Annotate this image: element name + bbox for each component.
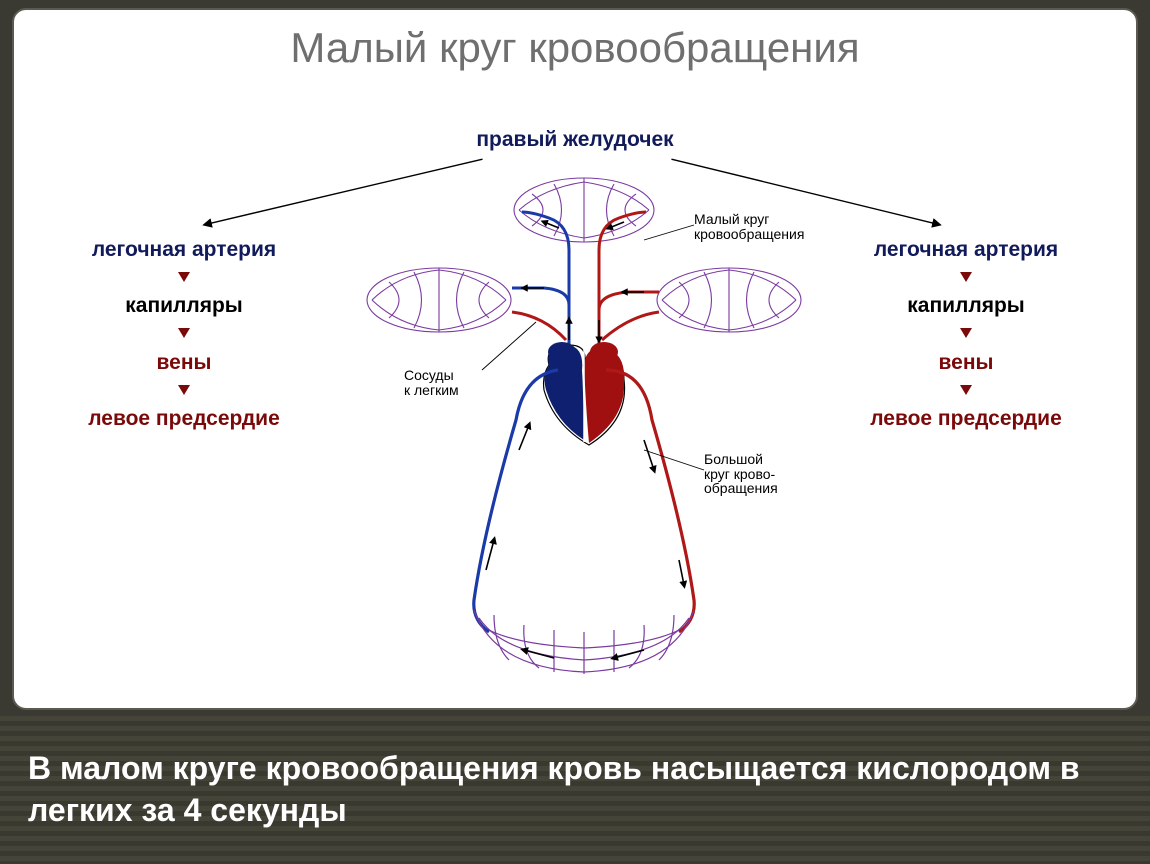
list-item: легочная артерия <box>54 238 314 262</box>
inner-label-big-circ: Большойкруг крово-обращения <box>704 452 814 496</box>
list-item: левое предсердие <box>836 407 1096 431</box>
list-item: капилляры <box>54 294 314 318</box>
list-item: легочная артерия <box>836 238 1096 262</box>
caption-bar: В малом круге кровообращения кровь насыщ… <box>0 716 1150 864</box>
list-item: левое предсердие <box>54 407 314 431</box>
heart-icon <box>544 342 625 445</box>
arrow-down-icon <box>960 385 972 395</box>
arrow-down-icon <box>178 385 190 395</box>
circulation-diagram: Малый кругкровообращения Сосудык легким … <box>344 170 824 680</box>
arrow-down-icon <box>960 272 972 282</box>
list-item: капилляры <box>836 294 1096 318</box>
circulation-svg <box>344 170 824 680</box>
right-flow-list: легочная артерия капилляры вены левое пр… <box>836 234 1096 435</box>
list-item: вены <box>836 351 1096 375</box>
inner-label-small-circ: Малый кругкровообращения <box>694 212 824 241</box>
inner-label-vessels: Сосудык легким <box>404 368 494 397</box>
list-item: вены <box>54 351 314 375</box>
left-flow-list: легочная артерия капилляры вены левое пр… <box>54 234 314 435</box>
arrow-down-icon <box>178 272 190 282</box>
page-title: Малый круг кровообращения <box>14 24 1136 72</box>
arrow-down-icon <box>960 328 972 338</box>
top-label-right-ventricle: правый желудочек <box>14 128 1136 152</box>
arrow-down-icon <box>178 328 190 338</box>
diagram-panel: Малый круг кровообращения правый желудоч… <box>12 8 1138 710</box>
caption-text: В малом круге кровообращения кровь насыщ… <box>28 748 1122 831</box>
